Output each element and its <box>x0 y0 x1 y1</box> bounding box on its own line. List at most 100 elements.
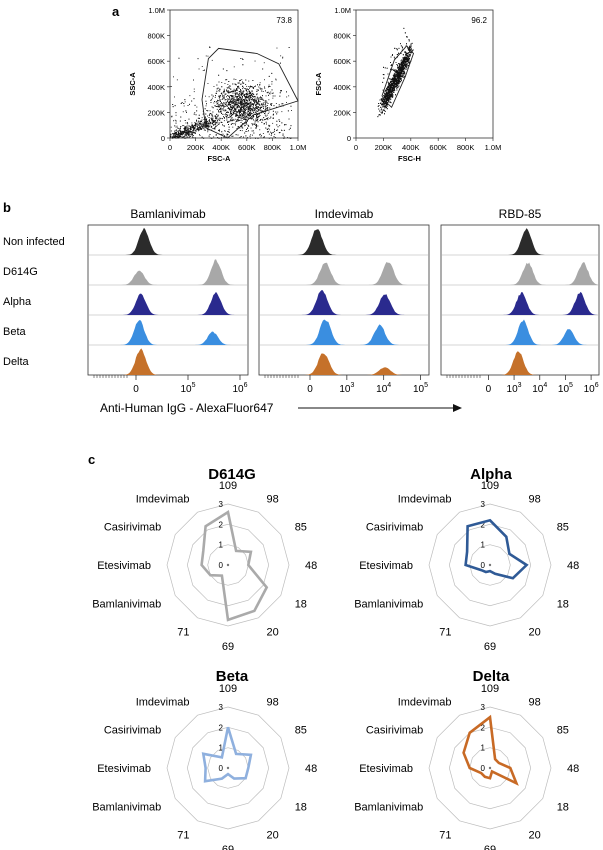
event-point <box>184 128 186 130</box>
event-point <box>228 121 230 123</box>
event-point <box>227 91 228 93</box>
event-point <box>286 91 287 93</box>
event-point <box>237 98 239 99</box>
event-point <box>227 104 229 105</box>
event-point <box>256 120 258 121</box>
event-point <box>211 120 213 122</box>
event-point <box>236 89 237 91</box>
event-point <box>183 125 185 126</box>
event-point <box>242 104 244 105</box>
event-point <box>240 115 242 117</box>
event-point <box>257 115 259 117</box>
event-point <box>241 109 243 111</box>
event-point <box>229 85 231 87</box>
event-point <box>258 86 260 88</box>
event-point <box>245 112 246 114</box>
event-point <box>234 105 236 107</box>
event-point <box>223 108 224 110</box>
event-point <box>205 95 206 97</box>
event-point <box>258 100 260 102</box>
event-point <box>272 132 274 133</box>
event-point <box>174 132 176 133</box>
event-point <box>242 64 244 66</box>
event-point <box>281 103 283 105</box>
event-point <box>243 117 244 118</box>
event-point <box>243 117 245 119</box>
event-point <box>227 84 229 85</box>
panel-a: 0 200K 400K 600K 800K 1.0M0200K400K600K800K1.… <box>128 6 501 163</box>
scatter-plot-2: 0 200K 400K 600K 800K 1.0M0200K400K600K800K1.… <box>314 6 501 163</box>
event-point <box>223 102 225 104</box>
event-point <box>207 125 209 127</box>
event-point <box>248 125 250 127</box>
event-point <box>255 112 257 113</box>
event-point <box>233 107 235 109</box>
event-point <box>259 115 261 116</box>
event-point <box>206 119 207 120</box>
event-point <box>221 118 223 120</box>
event-point <box>224 106 226 107</box>
event-point <box>242 115 244 117</box>
event-point <box>185 129 187 131</box>
event-point <box>193 98 195 100</box>
event-point <box>236 113 238 115</box>
event-point <box>185 132 187 134</box>
event-point <box>211 137 213 139</box>
event-point <box>394 69 396 70</box>
event-point <box>238 87 240 89</box>
event-point <box>231 109 232 111</box>
event-point <box>189 131 190 133</box>
event-point <box>249 113 251 114</box>
event-point <box>234 107 236 109</box>
event-point <box>260 88 262 90</box>
event-point <box>281 111 283 113</box>
event-point <box>183 105 185 107</box>
event-point <box>239 109 241 111</box>
event-point <box>266 123 267 125</box>
event-point <box>264 87 266 89</box>
event-point <box>182 125 184 127</box>
event-point <box>240 104 242 106</box>
event-point <box>270 137 272 139</box>
event-point <box>218 109 219 111</box>
event-point <box>240 93 242 95</box>
event-point <box>227 100 229 101</box>
event-point <box>235 124 236 126</box>
event-point <box>215 95 216 97</box>
event-point <box>270 103 272 105</box>
event-point <box>239 97 241 98</box>
event-point <box>257 89 259 91</box>
event-point <box>227 95 228 96</box>
event-point <box>239 120 241 121</box>
event-point <box>257 117 259 119</box>
event-point <box>184 126 186 128</box>
event-point <box>227 131 229 132</box>
event-point <box>283 129 285 131</box>
event-point <box>188 130 190 132</box>
event-point <box>209 137 211 139</box>
event-point <box>196 129 198 131</box>
event-point <box>228 95 230 97</box>
event-point <box>221 105 222 107</box>
event-point <box>224 130 226 132</box>
event-point <box>193 129 195 131</box>
event-point <box>230 119 232 121</box>
event-point <box>396 48 398 50</box>
event-point <box>266 114 268 116</box>
event-point <box>203 125 204 127</box>
event-point <box>265 121 267 123</box>
event-point <box>190 127 192 129</box>
event-point <box>214 121 216 123</box>
event-point <box>262 133 264 134</box>
event-point <box>258 99 259 101</box>
event-point <box>226 79 228 81</box>
event-point <box>242 127 244 129</box>
event-point <box>210 117 212 119</box>
event-point <box>251 91 253 92</box>
event-point <box>219 99 221 101</box>
event-point <box>244 104 246 106</box>
event-point <box>247 102 249 104</box>
event-point <box>261 111 263 112</box>
event-point <box>403 27 405 29</box>
event-point <box>227 134 229 135</box>
